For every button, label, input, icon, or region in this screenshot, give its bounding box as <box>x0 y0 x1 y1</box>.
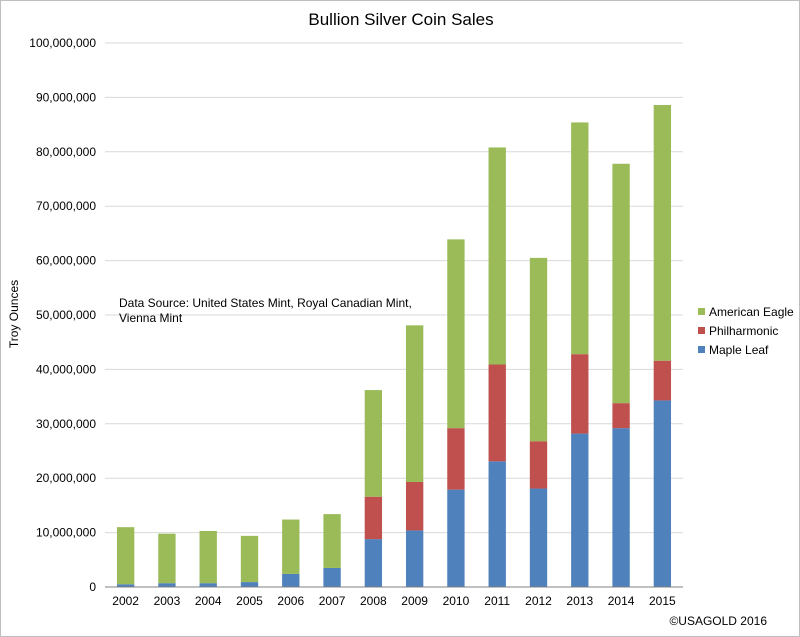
bar-maple-leaf-2013 <box>571 433 589 587</box>
bar-philharmonic-2011 <box>488 364 506 462</box>
bar-philharmonic-2009 <box>405 482 424 531</box>
data-source-note-line2: Vienna Mint <box>119 311 183 325</box>
y-tick-label: 20,000,000 <box>36 471 96 485</box>
bar-american-eagle-2010 <box>447 239 465 429</box>
bar-maple-leaf-2015 <box>653 400 672 587</box>
x-tick-label: 2003 <box>154 594 181 608</box>
data-source-note-line1: Data Source: United States Mint, Royal C… <box>119 296 412 310</box>
bar-maple-leaf-2003 <box>158 583 176 587</box>
bar-american-eagle-2004 <box>199 530 217 584</box>
x-tick-label: 2012 <box>525 594 552 608</box>
bar-maple-leaf-2005 <box>240 582 259 587</box>
x-tick-label: 2006 <box>277 594 304 608</box>
y-axis-ticks: 0 10,000,000 20,000,000 30,000,000 40,000,00… <box>29 36 96 594</box>
x-tick-label: 2002 <box>112 594 139 608</box>
bar-maple-leaf-2008 <box>364 539 383 587</box>
bar-american-eagle-2009 <box>405 325 424 483</box>
y-tick-label: 50,000,000 <box>36 308 96 322</box>
legend-swatch-american-eagle <box>698 308 705 315</box>
bar-american-eagle-2013 <box>571 122 589 355</box>
bar-american-eagle-2002 <box>116 527 135 585</box>
bar-american-eagle-2006 <box>282 519 300 574</box>
bar-maple-leaf-2014 <box>612 428 630 587</box>
x-tick-label: 2009 <box>401 594 428 608</box>
bar-maple-leaf-2007 <box>323 567 341 587</box>
x-tick-label: 2008 <box>360 594 387 608</box>
bar-philharmonic-2013 <box>571 354 589 434</box>
bar-american-eagle-2014 <box>612 163 630 404</box>
bar-american-eagle-2015 <box>653 105 672 361</box>
legend: American Eagle Philharmonic Maple Leaf <box>698 305 794 357</box>
bar-philharmonic-2008 <box>364 496 383 540</box>
x-tick-label: 2015 <box>649 594 676 608</box>
legend-swatch-maple-leaf <box>698 346 705 353</box>
bar-maple-leaf-2006 <box>282 573 300 587</box>
bars <box>116 105 672 587</box>
x-tick-label: 2004 <box>195 594 222 608</box>
bar-maple-leaf-2009 <box>405 530 424 587</box>
x-axis-ticks: 2002 2003 2004 2005 2006 2007 2008 2009 2010 2011… <box>112 594 676 608</box>
legend-label-maple-leaf: Maple Leaf <box>709 343 769 357</box>
bar-philharmonic-2012 <box>529 441 548 489</box>
chart-title: Bullion Silver Coin Sales <box>308 10 493 29</box>
legend-label-philharmonic: Philharmonic <box>709 324 778 338</box>
bar-american-eagle-2007 <box>323 514 341 568</box>
y-tick-label: 80,000,000 <box>36 145 96 159</box>
bar-maple-leaf-2004 <box>199 583 217 587</box>
bar-maple-leaf-2011 <box>488 461 506 587</box>
y-tick-label: 90,000,000 <box>36 90 96 104</box>
y-tick-label: 30,000,000 <box>36 417 96 431</box>
x-tick-label: 2013 <box>566 594 593 608</box>
bar-american-eagle-2003 <box>158 533 176 584</box>
x-tick-label: 2010 <box>443 594 470 608</box>
bar-philharmonic-2010 <box>447 428 465 490</box>
bar-maple-leaf-2010 <box>447 489 465 587</box>
y-tick-label: 70,000,000 <box>36 199 96 213</box>
y-axis-title: Troy Ounces <box>7 280 21 348</box>
x-tick-label: 2014 <box>608 594 635 608</box>
copyright-footer: ©USAGOLD 2016 <box>669 614 767 628</box>
y-tick-label: 60,000,000 <box>36 254 96 268</box>
bar-philharmonic-2014 <box>612 403 630 429</box>
y-tick-label: 40,000,000 <box>36 362 96 376</box>
y-tick-label: 10,000,000 <box>36 526 96 540</box>
bar-american-eagle-2011 <box>488 147 506 365</box>
bar-american-eagle-2005 <box>240 535 259 583</box>
bar-american-eagle-2012 <box>529 257 548 442</box>
gridlines <box>105 42 683 534</box>
bar-maple-leaf-2002 <box>116 584 135 587</box>
legend-swatch-philharmonic <box>698 327 705 334</box>
y-tick-label: 0 <box>89 580 96 594</box>
x-tick-label: 2005 <box>236 594 263 608</box>
x-tick-label: 2011 <box>484 594 510 608</box>
bar-american-eagle-2008 <box>364 390 383 497</box>
legend-label-american-eagle: American Eagle <box>709 305 794 319</box>
bar-philharmonic-2015 <box>653 360 672 401</box>
bar-maple-leaf-2012 <box>529 488 548 587</box>
y-tick-label: 100,000,000 <box>29 36 96 50</box>
x-tick-label: 2007 <box>319 594 346 608</box>
